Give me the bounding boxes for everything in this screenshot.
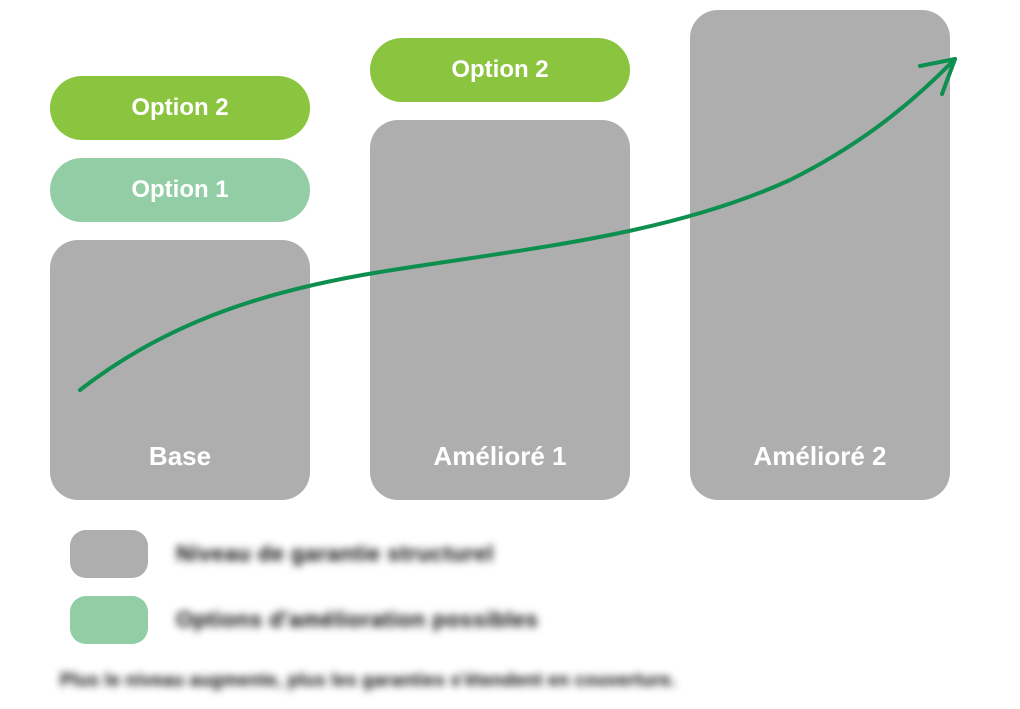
option-pill-1-col1: Option 1 <box>50 158 310 222</box>
option-pill-2-col1: Option 2 <box>50 76 310 140</box>
legend-label: Niveau de garantie structurel <box>176 541 494 567</box>
option-label: Option 2 <box>451 56 548 84</box>
tier-block-ameliore-2: Amélioré 2 <box>690 10 950 500</box>
legend-row-2: Options d'amélioration possibles <box>70 596 950 644</box>
column-ameliore-1: Option 2 Amélioré 1 <box>370 38 630 500</box>
footnote-text: Plus le niveau augmente, plus les garant… <box>60 670 676 690</box>
footnote: Plus le niveau augmente, plus les garant… <box>60 670 676 691</box>
tier-label: Amélioré 2 <box>754 441 887 472</box>
option-pill-2-col2: Option 2 <box>370 38 630 102</box>
tier-block-base: Base <box>50 240 310 500</box>
option-label: Option 1 <box>131 176 228 204</box>
legend-swatch-green <box>70 596 148 644</box>
tier-label: Amélioré 1 <box>434 441 567 472</box>
tier-label: Base <box>149 441 211 472</box>
legend-row-1: Niveau de garantie structurel <box>70 530 950 578</box>
legend-label: Options d'amélioration possibles <box>176 607 538 633</box>
tier-block-ameliore-1: Amélioré 1 <box>370 120 630 500</box>
column-ameliore-2: Amélioré 2 <box>690 10 950 500</box>
chart-area: Option 2 Option 1 Base Option 2 Amélioré… <box>50 10 970 500</box>
option-label: Option 2 <box>131 94 228 122</box>
legend-swatch-gray <box>70 530 148 578</box>
column-base: Option 2 Option 1 Base <box>50 76 310 500</box>
legend: Niveau de garantie structurel Options d'… <box>70 530 950 662</box>
